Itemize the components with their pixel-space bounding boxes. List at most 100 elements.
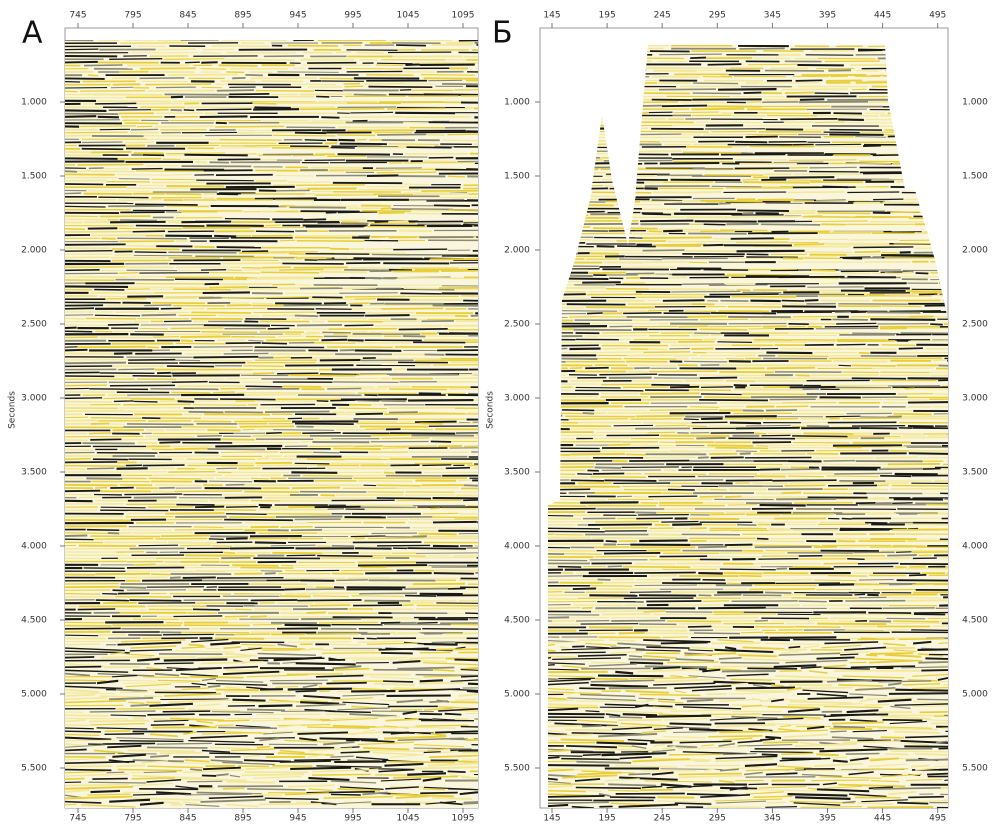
reflector bbox=[65, 402, 112, 403]
reflector bbox=[683, 152, 741, 153]
reflector bbox=[249, 278, 314, 279]
reflector bbox=[223, 788, 245, 789]
reflector bbox=[424, 644, 458, 645]
reflector bbox=[381, 401, 405, 402]
reflector bbox=[727, 583, 741, 584]
reflector bbox=[576, 788, 641, 789]
reflector bbox=[262, 267, 291, 268]
reflector bbox=[701, 394, 742, 395]
reflector bbox=[196, 109, 251, 110]
reflector bbox=[703, 245, 723, 246]
reflector bbox=[118, 200, 133, 201]
reflector bbox=[576, 762, 631, 763]
reflector bbox=[215, 505, 256, 506]
reflector bbox=[737, 525, 756, 526]
reflector bbox=[725, 497, 742, 498]
reflector bbox=[926, 504, 973, 505]
reflector bbox=[650, 575, 677, 576]
reflector bbox=[314, 427, 358, 428]
reflector bbox=[727, 274, 791, 275]
reflector bbox=[159, 442, 180, 443]
reflector bbox=[599, 374, 657, 375]
reflector bbox=[65, 644, 100, 645]
reflector bbox=[255, 198, 317, 199]
reflector bbox=[660, 163, 720, 164]
reflector bbox=[643, 611, 665, 612]
reflector bbox=[461, 676, 485, 677]
reflector bbox=[80, 126, 136, 127]
reflector bbox=[466, 60, 531, 61]
reflector bbox=[133, 199, 161, 200]
x-tick-label: 245 bbox=[654, 814, 671, 824]
reflector bbox=[306, 589, 345, 590]
reflector bbox=[948, 143, 979, 144]
reflector bbox=[701, 387, 733, 388]
reflector bbox=[795, 58, 817, 59]
reflector bbox=[124, 494, 182, 495]
reflector bbox=[422, 629, 479, 630]
reflector bbox=[712, 627, 732, 628]
reflector bbox=[173, 616, 222, 617]
reflector bbox=[793, 567, 830, 568]
reflector bbox=[714, 614, 776, 615]
reflector bbox=[319, 318, 366, 319]
reflector bbox=[673, 112, 719, 113]
reflector bbox=[888, 598, 941, 599]
reflector bbox=[208, 686, 220, 687]
panel-label: Б bbox=[492, 16, 513, 51]
reflector bbox=[715, 630, 759, 631]
reflector bbox=[540, 396, 598, 397]
reflector bbox=[404, 122, 427, 123]
reflector bbox=[65, 171, 77, 172]
reflector bbox=[345, 412, 388, 413]
reflector bbox=[663, 300, 705, 301]
reflector bbox=[698, 192, 721, 193]
reflector bbox=[101, 657, 152, 658]
x-tick-label: 845 bbox=[179, 814, 196, 824]
reflector bbox=[102, 743, 155, 744]
reflector bbox=[393, 369, 406, 370]
reflector bbox=[167, 366, 214, 367]
reflector bbox=[746, 137, 778, 138]
reflector bbox=[118, 273, 138, 274]
reflector bbox=[571, 70, 582, 71]
reflector bbox=[423, 789, 445, 790]
reflector bbox=[717, 342, 752, 343]
reflector bbox=[133, 231, 165, 232]
reflector bbox=[420, 680, 443, 681]
reflector bbox=[120, 220, 157, 221]
reflector bbox=[826, 80, 862, 81]
reflector bbox=[201, 360, 252, 361]
reflector bbox=[596, 743, 647, 744]
reflector bbox=[931, 272, 995, 273]
reflector bbox=[234, 546, 269, 547]
reflector bbox=[451, 624, 498, 625]
reflector bbox=[903, 71, 919, 72]
reflector bbox=[333, 726, 383, 727]
reflector bbox=[220, 388, 246, 389]
reflector bbox=[467, 200, 527, 201]
reflector bbox=[939, 605, 974, 606]
reflector bbox=[803, 433, 853, 434]
reflector bbox=[101, 507, 146, 508]
reflector bbox=[540, 515, 573, 516]
reflector bbox=[140, 328, 168, 329]
reflector bbox=[131, 705, 149, 706]
reflector bbox=[913, 592, 954, 593]
reflector bbox=[857, 614, 914, 615]
reflector bbox=[882, 306, 922, 307]
reflector bbox=[475, 163, 521, 164]
reflector bbox=[719, 372, 774, 373]
reflector bbox=[863, 146, 881, 147]
reflector bbox=[778, 356, 829, 357]
reflector bbox=[190, 769, 202, 770]
reflector bbox=[694, 633, 740, 634]
reflector bbox=[744, 93, 762, 94]
reflector bbox=[168, 74, 237, 75]
reflector bbox=[540, 215, 588, 216]
reflector bbox=[253, 624, 282, 625]
reflector bbox=[785, 485, 826, 486]
reflector bbox=[602, 332, 659, 333]
reflector bbox=[564, 157, 600, 158]
reflector bbox=[142, 315, 177, 316]
